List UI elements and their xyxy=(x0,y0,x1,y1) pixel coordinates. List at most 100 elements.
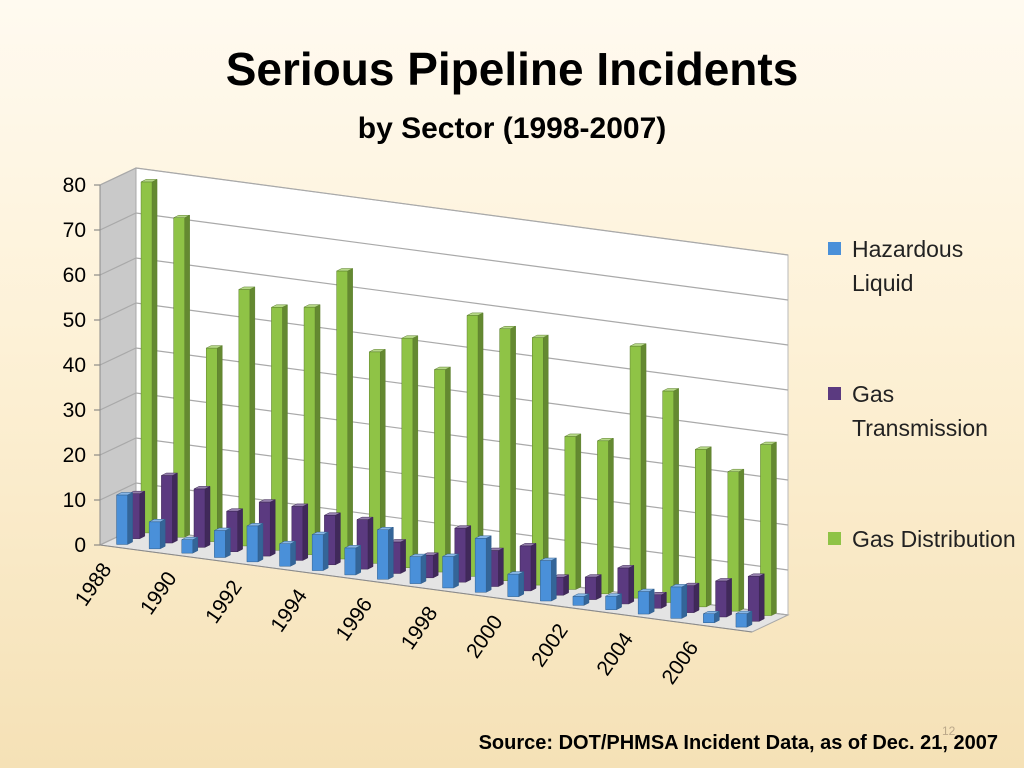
bar-gas-distribution xyxy=(760,441,777,616)
bar-hazardous-liquid-face xyxy=(257,522,264,563)
y-tick-label: 30 xyxy=(63,399,86,422)
bar-gas-transmission-face xyxy=(259,499,276,503)
y-tick-label: 60 xyxy=(63,264,86,287)
bar-gas-distribution xyxy=(531,334,549,586)
bar-hazardous-liquid xyxy=(572,593,590,606)
bar-gas-transmission-face xyxy=(172,472,178,544)
bar-gas-distribution-face xyxy=(771,441,777,616)
bar-gas-distribution-face xyxy=(445,366,451,573)
x-tick-label: 2006 xyxy=(658,637,704,688)
bar-hazardous-liquid xyxy=(703,610,720,624)
bar-gas-transmission-face xyxy=(530,542,537,592)
y-tick-label: 50 xyxy=(63,309,86,332)
bar-hazardous-liquid xyxy=(605,593,622,611)
bar-gas-distribution xyxy=(238,286,256,547)
gridline xyxy=(99,167,789,256)
x-tick-label: 1998 xyxy=(397,602,443,653)
bar-hazardous-liquid-face xyxy=(116,492,133,496)
bar-hazardous-liquid-face xyxy=(670,586,683,619)
y-tick-label: 80 xyxy=(63,174,86,197)
bar-gas-transmission-face xyxy=(758,573,765,622)
x-axis-line xyxy=(99,544,753,633)
bar-hazardous-liquid xyxy=(279,540,296,567)
bar-hazardous-liquid-face xyxy=(540,560,552,602)
bar-gas-distribution-face xyxy=(303,304,321,308)
source-note: Source: DOT/PHMSA Incident Data, as of D… xyxy=(478,732,998,754)
bar-gas-distribution xyxy=(499,325,516,582)
bar-gas-transmission-face xyxy=(161,472,178,476)
x-tick-label: 1992 xyxy=(201,576,247,627)
bar-gas-distribution-face xyxy=(575,433,582,590)
bar-gas-distribution-face xyxy=(434,369,446,573)
bar-hazardous-liquid-face xyxy=(670,584,687,588)
legend-label: Gas Distribution xyxy=(852,526,1016,552)
bar-gas-transmission-face xyxy=(585,574,602,578)
bar-gas-transmission-face xyxy=(595,574,602,600)
bar-gas-distribution-face xyxy=(499,325,516,329)
bar-gas-transmission-face xyxy=(226,508,243,512)
bar-gas-transmission-face xyxy=(139,490,146,540)
bar-gas-transmission-face xyxy=(237,508,243,553)
bar-gas-distribution-face xyxy=(314,304,321,556)
bar-gas-distribution xyxy=(694,446,712,608)
bar-gas-transmission-face xyxy=(628,565,635,605)
bar-hazardous-liquid-face xyxy=(355,545,362,576)
chart-title: Serious Pipeline Incidents xyxy=(225,43,799,95)
bar-hazardous-liquid-face xyxy=(290,540,296,567)
bar-gas-transmission xyxy=(747,573,765,622)
bar-hazardous-liquid-face xyxy=(420,553,427,585)
bar-gas-distribution-face xyxy=(369,349,386,353)
legend-label: Gas Transmission xyxy=(852,381,988,441)
bar-gas-distribution-face xyxy=(434,366,451,370)
bar-hazardous-liquid-face xyxy=(637,591,650,615)
bar-gas-transmission-face xyxy=(465,525,472,583)
bar-gas-distribution-face xyxy=(532,334,549,338)
bar-gas-transmission-face xyxy=(291,503,308,507)
bar-hazardous-liquid-face xyxy=(311,534,324,571)
bar-hazardous-liquid-face xyxy=(409,553,427,557)
bar-gas-distribution-face xyxy=(564,433,581,437)
bar-gas-distribution-face xyxy=(662,390,674,603)
bar-gas-transmission-face xyxy=(400,539,406,574)
bar-gas-distribution-face xyxy=(401,337,414,568)
gridline xyxy=(99,347,789,436)
bar-gas-distribution-face xyxy=(695,446,712,450)
y-tick-label: 70 xyxy=(63,219,86,242)
bar-gas-distribution-face xyxy=(542,334,549,586)
bar-hazardous-liquid-face xyxy=(703,611,720,615)
y-tick-label: 20 xyxy=(63,444,86,467)
bar-gas-distribution-face xyxy=(705,446,712,608)
bar-hazardous-liquid-face xyxy=(214,530,226,558)
bar-gas-distribution xyxy=(662,388,679,603)
bar-hazardous-liquid-face xyxy=(344,547,357,576)
bar-hazardous-liquid-face xyxy=(279,543,291,567)
gridline xyxy=(99,257,789,346)
bar-hazardous-liquid-face xyxy=(475,535,492,539)
bar-gas-distribution-face xyxy=(727,468,744,472)
bar-gas-distribution-face xyxy=(238,286,255,290)
bar-gas-distribution-face xyxy=(466,312,484,316)
bar-gas-transmission-face xyxy=(324,512,341,516)
bar-gas-transmission-face xyxy=(302,503,309,561)
bar-gas-transmission-face xyxy=(498,547,504,587)
bar-hazardous-liquid xyxy=(116,492,133,545)
y-tick-label: 0 xyxy=(74,534,86,557)
bar-gas-distribution xyxy=(271,304,288,551)
bar-gas-distribution-face xyxy=(173,214,190,218)
bar-hazardous-liquid-face xyxy=(225,527,231,558)
x-tick-label: 1990 xyxy=(136,568,182,619)
gridline xyxy=(99,212,789,301)
bar-hazardous-liquid-face xyxy=(605,593,622,597)
bar-hazardous-liquid xyxy=(214,527,231,558)
legend-swatch-gas-transmission xyxy=(828,387,841,400)
bar-hazardous-liquid-face xyxy=(159,518,166,550)
bar-gas-distribution-face xyxy=(271,304,288,308)
bar-hazardous-liquid-face xyxy=(485,535,492,593)
bar-gas-distribution xyxy=(368,348,386,564)
bar-hazardous-liquid xyxy=(507,571,525,598)
bar-gas-transmission-face xyxy=(519,543,537,547)
bar-gas-distribution-face xyxy=(347,268,353,560)
bar-hazardous-liquid-face xyxy=(148,521,161,550)
x-tick-label: 2002 xyxy=(527,620,573,671)
bar-gas-distribution-face xyxy=(336,268,353,272)
